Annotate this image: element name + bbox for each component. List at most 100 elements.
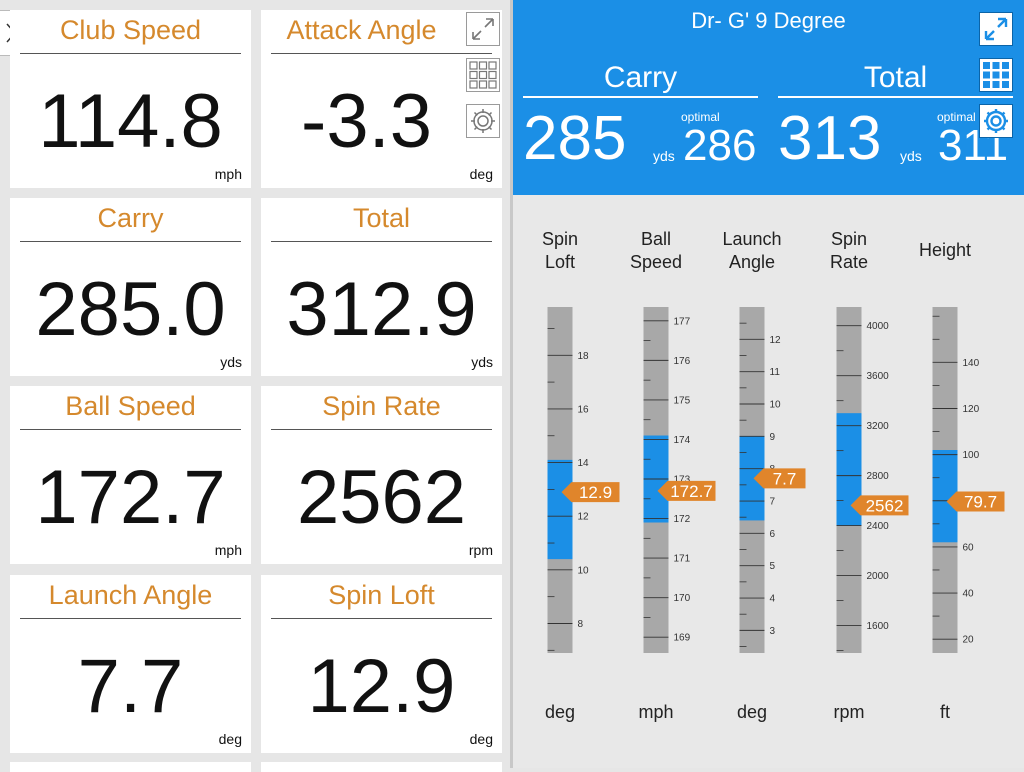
gauge-header-line: Loft: [544, 252, 576, 272]
gauge-tick-label: 172: [674, 514, 691, 525]
gauge-tick-label: 176: [674, 356, 691, 367]
grid-button[interactable]: [979, 58, 1013, 92]
tile-title: Spin Loft: [328, 580, 435, 610]
gauge-value-label: 12.9: [579, 483, 612, 502]
tile-title: Total: [352, 203, 411, 233]
gauge-header-line: Speed: [629, 252, 683, 272]
gauge-tick-label: 3200: [867, 421, 890, 432]
gauge-header-ball-speed: Ball Speed: [606, 228, 706, 274]
gauge-tick-label: 60: [963, 542, 975, 553]
tile-ball-speed[interactable]: Ball Speed 172.7 mph: [10, 386, 251, 564]
tile-spin-loft[interactable]: Spin Loft 12.9 deg: [261, 575, 502, 753]
tile-value: 7.7: [77, 644, 184, 729]
tile-attack-angle[interactable]: Attack Angle -3.3 deg: [261, 10, 502, 188]
gauge-tick-label: 1600: [867, 621, 890, 632]
gauge-tick-label: 171: [674, 554, 691, 565]
gauge-header-line: Spin: [830, 229, 868, 249]
gauge-tick-label: 5: [770, 561, 776, 572]
gauge-tick-label: 4: [770, 594, 776, 605]
expand-button[interactable]: [466, 12, 500, 46]
gauge-value-marker: [561, 482, 620, 503]
total-unit: yds: [900, 148, 922, 164]
title-underline: [271, 53, 492, 54]
gauge-unit-spin-rate: rpm: [833, 702, 865, 722]
title-underline: [20, 241, 241, 242]
gauge-tick-label: 175: [674, 395, 691, 406]
gauge-tick-label: 169: [674, 633, 691, 644]
gauge-tick-label: 173: [674, 475, 691, 486]
gear-icon: [984, 109, 1008, 133]
carry-optimal-label: optimal: [681, 110, 720, 124]
total-underline: [778, 96, 1013, 98]
gauge-header-spin-rate: Spin Rate: [799, 228, 899, 274]
tile-launch-angle[interactable]: Launch Angle 7.7 deg: [10, 575, 251, 753]
gauge-header-line: Height: [918, 240, 972, 260]
gauge-tick-label: 177: [674, 316, 691, 327]
carry-value: 285: [523, 104, 627, 173]
gauge-tick-label: 2000: [867, 571, 890, 582]
total-value: 313: [778, 104, 882, 173]
gauge-value-label: 7.7: [773, 469, 797, 488]
gauge-unit-height: ft: [939, 702, 950, 722]
grid-icon: [469, 61, 497, 89]
total-summary: Total 313 yds optimal 311: [778, 60, 1013, 172]
tile-partial[interactable]: [10, 762, 251, 772]
gauge-tick-label: 16: [578, 404, 590, 415]
gauge-chart: 8 10 12 14 16 18 12.9 169 170 171 172 173 174 175 176 1…: [547, 307, 1005, 653]
gauge-tick-label: 100: [963, 450, 980, 461]
gauge-tick-label: 140: [963, 358, 980, 369]
settings-button[interactable]: [979, 104, 1013, 138]
tile-unit: yds: [220, 354, 242, 370]
title-underline: [271, 618, 492, 619]
gauge-value-label: 2562: [866, 496, 904, 515]
tile-carry[interactable]: Carry 285.0 yds: [10, 198, 251, 376]
gauge-tick-label: 18: [578, 351, 590, 362]
tile-spin-rate[interactable]: Spin Rate 2562 rpm: [261, 386, 502, 564]
gauge-header-line: Rate: [829, 252, 869, 272]
tile-title: Ball Speed: [65, 391, 196, 421]
gauge-value-label: 172.7: [670, 482, 713, 501]
tile-unit: mph: [214, 166, 242, 182]
gauge-value-marker: [657, 480, 716, 501]
left-panel: Club Speed 114.8 mph Attack Angle -3.3 d…: [0, 0, 510, 772]
panel-divider: [510, 0, 513, 768]
gauge-tick-label: 20: [963, 635, 975, 646]
gauge-tick-label: 14: [578, 458, 590, 469]
tile-value: 312.9: [286, 267, 477, 352]
gauge-header-height: Height: [895, 239, 995, 262]
expand-arrows-icon: [472, 18, 494, 40]
carry-optimal-value: 286: [683, 121, 757, 170]
tile-value: -3.3: [301, 79, 432, 164]
gear-icon: [471, 109, 495, 133]
gauge-optimal-band: [547, 459, 573, 560]
tile-unit: yds: [471, 354, 493, 370]
gauge-tick-label: 3600: [867, 371, 890, 382]
expand-arrows-icon: [984, 17, 1008, 41]
gauge-header-line: Angle: [728, 252, 776, 272]
tile-value: 285.0: [35, 267, 226, 352]
tile-unit: rpm: [468, 542, 493, 558]
gauge-tick-label: 7: [770, 497, 776, 508]
tile-total[interactable]: Total 312.9 yds: [261, 198, 502, 376]
tile-partial[interactable]: [261, 762, 502, 772]
tile-title: Carry: [97, 203, 164, 233]
gauge-tick-label: 120: [963, 404, 980, 415]
gauge-tick-label: 11: [770, 367, 781, 378]
expand-button[interactable]: [979, 12, 1013, 46]
club-name[interactable]: Dr- G' 9 Degree: [691, 8, 846, 33]
gauge-tick-label: 170: [674, 593, 691, 604]
gauge-header-launch-angle: Launch Angle: [702, 228, 802, 274]
gauge-value-marker: [850, 495, 909, 516]
tile-club-speed[interactable]: Club Speed 114.8 mph: [10, 10, 251, 188]
gauge-tick-label: 12: [770, 335, 782, 346]
carry-label: Carry: [603, 61, 678, 94]
gauge-unit-ball-speed: mph: [638, 702, 674, 722]
settings-button[interactable]: [466, 104, 500, 138]
gauge-tick-label: 10: [770, 400, 782, 411]
title-underline: [271, 241, 492, 242]
gauge-value-marker: [946, 491, 1005, 512]
grid-button[interactable]: [466, 58, 500, 92]
carry-unit: yds: [653, 148, 675, 164]
carry-underline: [523, 96, 758, 98]
title-underline: [271, 429, 492, 430]
